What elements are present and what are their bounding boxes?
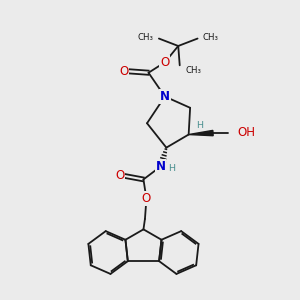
- Text: CH₃: CH₃: [203, 33, 219, 42]
- Text: CH₃: CH₃: [137, 33, 154, 42]
- Text: H: H: [196, 121, 203, 130]
- Text: O: O: [115, 169, 124, 182]
- Text: H: H: [168, 164, 175, 173]
- Text: O: O: [160, 56, 170, 69]
- Text: CH₃: CH₃: [185, 66, 201, 75]
- Text: O: O: [142, 192, 151, 205]
- Text: O: O: [119, 65, 128, 78]
- Text: N: N: [160, 90, 170, 103]
- Text: OH: OH: [237, 126, 255, 139]
- Text: N: N: [155, 160, 165, 173]
- Polygon shape: [189, 130, 213, 136]
